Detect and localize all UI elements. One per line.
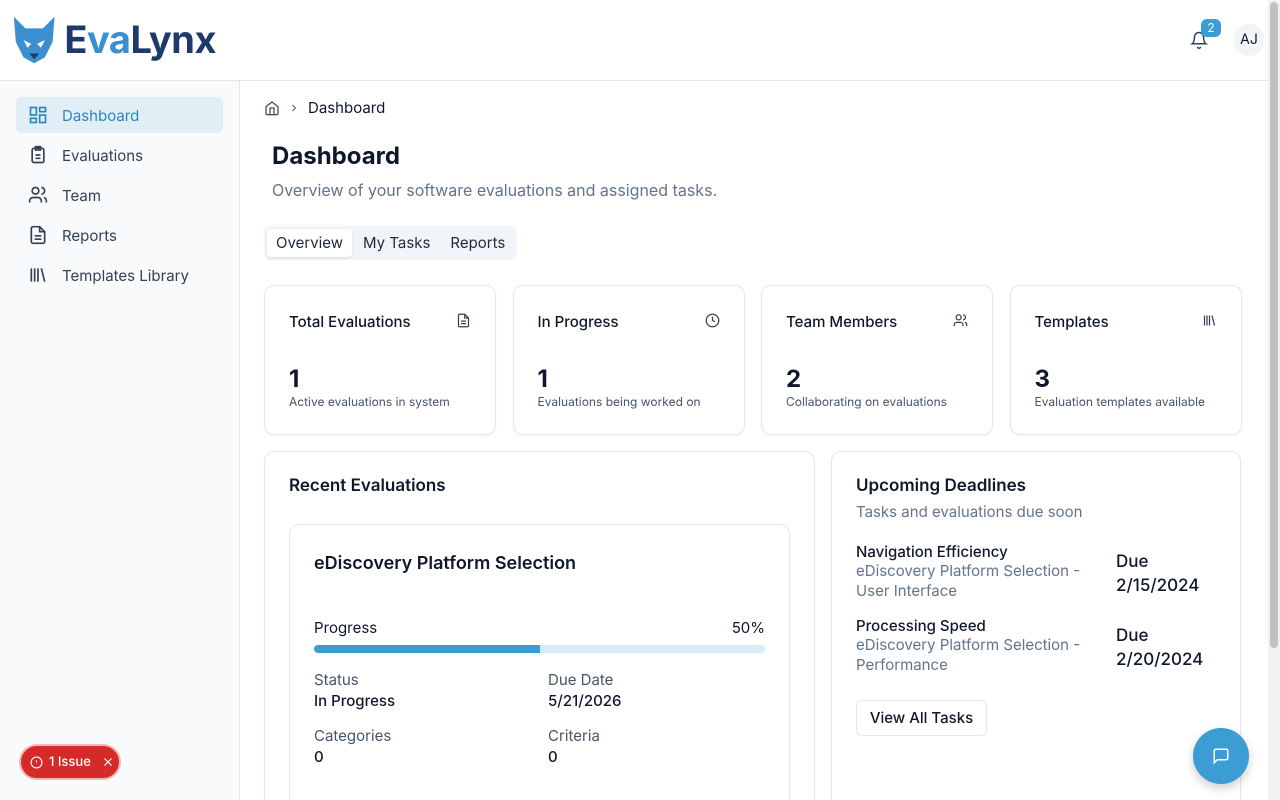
page-subtitle: Overview of your software evaluations an… [272,180,718,200]
deadline-item: Processing Speed eDiscovery Platform Sele… [856,616,1216,675]
stat-caption: Collaborating on evaluations [786,394,948,409]
stat-caption: Active evaluations in system [289,394,450,409]
deadline-due: Due 2/20/2024 [1116,626,1204,670]
field-value: 0 [548,747,558,766]
nav-icon [31,145,45,164]
stat-caption: Evaluation templates available [1034,394,1205,409]
logo[interactable]: EvaLynx [10,8,216,72]
nav-item[interactable]: Team [16,177,223,213]
nav-icon [29,106,47,124]
section-title: Upcoming Deadlines [856,476,1026,496]
stat-title: Team Members [786,312,898,331]
deadline-name: Navigation Efficiency [856,542,1008,561]
section-title: Recent Evaluations [289,476,446,496]
stat-title: In Progress [537,312,619,331]
field: Criteria 0 [548,726,600,766]
nav-item[interactable]: Templates Library [16,257,223,293]
progress-track [314,645,765,653]
tab[interactable]: Overview [267,229,353,257]
scroll-thumb[interactable] [1270,2,1278,648]
deadline-due: Due 2/15/2024 [1116,552,1200,596]
stat-value: 1 [537,364,548,393]
stat-icon [705,312,720,332]
nav-item[interactable]: Dashboard [16,97,223,133]
stat-card: Team Members 2 Collaborating on evaluation… [761,285,993,435]
field-label: Criteria [548,726,600,745]
main: Dashboard Dashboard Overview of your sof… [240,81,1268,800]
nav-label: Evaluations [62,145,144,165]
nav-icon [30,225,46,245]
stat-title: Total Evaluations [289,312,411,331]
deadline-item: Navigation Efficiency eDiscovery Platform… [856,542,1216,601]
stat-caption: Evaluations being worked on [537,394,701,409]
deadlines-card: Upcoming Deadlines Tasks and evaluations… [831,451,1241,800]
nav-label: Dashboard [62,105,140,125]
field-value: In Progress [314,691,396,710]
stat-icon [456,312,471,332]
section-subtitle: Tasks and evaluations due soon [856,502,1083,521]
tabs: Overview My Tasks Reports [264,226,518,260]
home-icon[interactable] [264,100,280,116]
progress-label: Progress [314,618,378,637]
close-icon[interactable] [101,755,115,769]
nav-label: Reports [62,225,117,245]
field: Status In Progress [314,670,395,710]
stat-card: Templates 3 Evaluation templates available [1009,285,1242,435]
deadline-name: Processing Speed [856,616,986,635]
stat-value: 3 [1034,364,1051,393]
nav-icon [28,186,48,203]
progress-value: 50% [731,618,765,637]
evaluation-card[interactable]: eDiscovery Platform Selection Progress 5… [289,524,790,800]
nav-label: Templates Library [62,265,189,285]
field: Categories 0 [314,726,391,766]
stat-value: 2 [786,364,802,393]
toast-label: 1 Issue [49,754,91,770]
chevron [292,104,297,111]
logo-text: EvaLynx [64,17,216,63]
bell-icon[interactable] [1190,31,1208,49]
breadcrumb-current: Dashboard [308,98,386,117]
view-all-button[interactable]: View All Tasks [856,700,987,736]
nav-label: Team [62,185,101,205]
page-title: Dashboard [272,141,400,170]
issue-toast[interactable]: 1 Issue [19,744,121,780]
field-label: Status [314,670,359,689]
chat-icon [1213,748,1229,765]
tab[interactable]: Reports [450,233,506,252]
logo-accent: va [87,17,131,63]
field: Due Date 5/21/2026 [548,670,621,710]
tab[interactable]: My Tasks [363,233,431,252]
avatar[interactable]: AJ [1233,24,1265,56]
deadline-detail: eDiscovery Platform Selection - Performa… [856,635,1081,674]
stat-title: Templates [1034,312,1109,331]
chat-button[interactable] [1193,728,1249,784]
field-value: 0 [314,747,324,766]
stat-icon [1202,312,1217,332]
field-label: Categories [314,726,392,745]
breadcrumb: Dashboard [264,98,385,117]
nav-item[interactable]: Reports [16,217,223,253]
progress-fill [314,645,540,653]
nav-icon [30,268,46,282]
deadline-detail: eDiscovery Platform Selection - User Int… [856,561,1081,600]
field-value: 5/21/2026 [548,691,622,710]
stat-card: Total Evaluations 1 Active evaluations in … [264,285,496,435]
field-label: Due Date [548,670,614,689]
notification-badge: 2 [1201,19,1221,37]
stat-icon [953,312,968,332]
scrollbar [1268,0,1280,800]
header: EvaLynx 2 AJ [0,0,1268,81]
stat-value: 1 [289,364,300,393]
logo-icon [13,16,55,64]
sidebar: Dashboard Evaluations Team Reports Templ… [0,81,240,800]
alert-icon [30,756,43,768]
stat-card: In Progress 1 Evaluations being worked on [512,285,745,435]
evaluation-name: eDiscovery Platform Selection [314,553,577,574]
recent-card: Recent Evaluations eDiscovery Platform S… [264,451,815,800]
nav-item[interactable]: Evaluations [16,137,223,173]
